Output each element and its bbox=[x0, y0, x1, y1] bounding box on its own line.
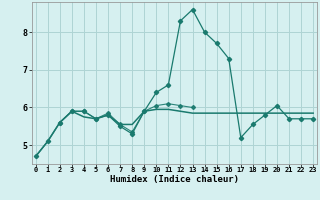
X-axis label: Humidex (Indice chaleur): Humidex (Indice chaleur) bbox=[110, 175, 239, 184]
